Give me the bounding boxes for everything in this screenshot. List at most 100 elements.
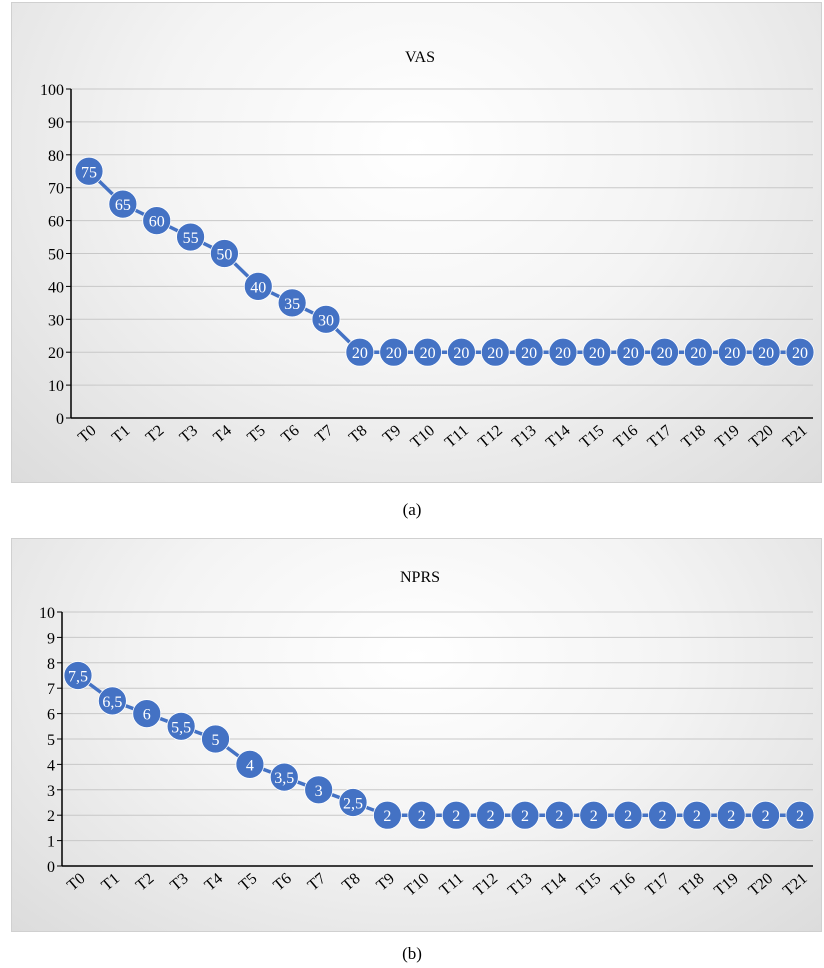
data-point xyxy=(682,800,712,830)
data-point xyxy=(108,189,138,219)
data-point xyxy=(480,337,510,367)
data-label: 2 xyxy=(796,808,804,825)
x-tick-label: T6 xyxy=(270,870,295,894)
y-tick-label: 30 xyxy=(48,312,64,329)
x-tick-label: T14 xyxy=(543,422,574,452)
x-tick-label: T16 xyxy=(611,422,642,452)
y-tick-label: 7 xyxy=(47,681,55,698)
data-point xyxy=(311,304,341,334)
data-label: 2 xyxy=(590,808,598,825)
data-label: 2 xyxy=(624,808,632,825)
x-tick-label: T9 xyxy=(373,870,398,894)
data-label: 2 xyxy=(418,808,426,825)
data-label: 20 xyxy=(487,345,503,362)
data-label: 2 xyxy=(762,808,770,825)
data-label: 20 xyxy=(792,345,808,362)
data-point xyxy=(277,288,307,318)
y-tick-label: 0 xyxy=(56,411,64,428)
data-label: 3 xyxy=(315,783,323,800)
vas-chart-panel: VAS 0 10 20 30 40 50 60 70 80 90 100 T0 T1 T2 T3 T4 T5 T6 T… xyxy=(11,2,822,483)
caption-b: (b) xyxy=(402,944,422,963)
x-tick-label: T4 xyxy=(210,422,235,446)
x-tick-label: T2 xyxy=(143,422,168,446)
data-label: 20 xyxy=(657,345,673,362)
data-label: 20 xyxy=(690,345,706,362)
data-point xyxy=(132,699,162,729)
data-label: 20 xyxy=(724,345,740,362)
y-tick-label: 5 xyxy=(47,732,55,749)
data-label: 75 xyxy=(81,164,97,181)
x-tick-label: T6 xyxy=(278,422,303,446)
data-point xyxy=(441,800,471,830)
x-tick-label: T5 xyxy=(244,422,269,446)
data-point xyxy=(176,222,205,252)
x-tick-label: T17 xyxy=(642,870,673,900)
y-tick-label: 6 xyxy=(47,707,55,724)
data-label: 5 xyxy=(212,732,220,749)
x-tick-label: T17 xyxy=(644,422,675,452)
x-tick-label: T21 xyxy=(780,422,811,452)
data-point xyxy=(345,337,375,367)
data-label: 65 xyxy=(115,197,131,214)
x-tick-label: T3 xyxy=(177,422,202,446)
data-label: 30 xyxy=(318,312,334,329)
data-point xyxy=(447,337,476,367)
x-tick-label: T3 xyxy=(167,870,192,894)
x-tick-label: T18 xyxy=(677,870,708,900)
data-label: 20 xyxy=(758,345,774,362)
data-label: 20 xyxy=(623,345,639,362)
data-point xyxy=(243,271,273,301)
data-point xyxy=(716,800,746,830)
data-point xyxy=(684,337,713,367)
y-tick-label: 40 xyxy=(48,279,64,296)
chart-title: NPRS xyxy=(400,569,440,586)
data-label: 40 xyxy=(250,279,266,296)
data-point xyxy=(476,800,505,830)
data-point xyxy=(785,337,815,367)
y-tick-label: 1 xyxy=(47,834,55,851)
data-label: 3,5 xyxy=(274,770,294,787)
y-tick-label: 60 xyxy=(48,214,64,231)
x-tick-label: T18 xyxy=(678,422,709,452)
x-tick-label: T8 xyxy=(339,870,364,894)
x-tick-label: T20 xyxy=(746,870,777,900)
x-tick-label: T0 xyxy=(64,870,89,894)
caption-a: (a) xyxy=(402,500,422,519)
data-label: 4 xyxy=(246,757,254,774)
data-point xyxy=(785,800,815,830)
data-point xyxy=(235,749,265,779)
data-label: 50 xyxy=(216,247,232,264)
x-tick-label: T1 xyxy=(98,870,123,894)
x-tick-label: T11 xyxy=(442,422,472,451)
data-point xyxy=(413,337,442,367)
data-point xyxy=(544,800,574,830)
data-label: 20 xyxy=(589,345,605,362)
x-tick-label: T19 xyxy=(712,422,743,452)
data-label: 5,5 xyxy=(171,719,191,736)
y-tick-label: 80 xyxy=(48,148,64,165)
x-tick-label: T7 xyxy=(312,422,337,446)
data-label: 20 xyxy=(420,345,436,362)
x-tick-label: T14 xyxy=(539,870,570,900)
data-point xyxy=(616,337,646,367)
x-tick-label: T1 xyxy=(109,422,134,446)
data-point xyxy=(338,788,368,817)
x-tick-label: T15 xyxy=(577,422,608,452)
y-tick-label: 0 xyxy=(47,859,55,876)
x-tick-label: T12 xyxy=(470,870,501,900)
data-point xyxy=(514,337,544,367)
y-tick-label: 10 xyxy=(39,605,55,622)
y-tick-label: 10 xyxy=(48,378,64,395)
y-tick-label: 50 xyxy=(48,247,64,264)
data-point xyxy=(648,800,677,830)
data-point xyxy=(269,762,299,792)
data-label: 55 xyxy=(183,230,199,247)
x-tick-label: T7 xyxy=(305,870,330,894)
x-tick-label: T15 xyxy=(574,870,605,900)
x-tick-label: T13 xyxy=(509,422,540,452)
x-tick-label: T21 xyxy=(780,870,811,900)
x-tick-label: T5 xyxy=(236,870,261,894)
data-point xyxy=(751,800,781,830)
data-point xyxy=(63,661,93,690)
